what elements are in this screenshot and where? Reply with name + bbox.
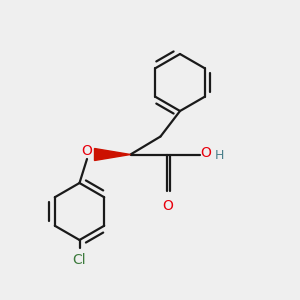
Text: O: O	[200, 146, 211, 160]
Text: O: O	[163, 199, 173, 213]
Text: O: O	[82, 144, 92, 158]
Text: Cl: Cl	[73, 253, 86, 267]
Polygon shape	[94, 148, 130, 160]
Text: H: H	[215, 148, 224, 162]
